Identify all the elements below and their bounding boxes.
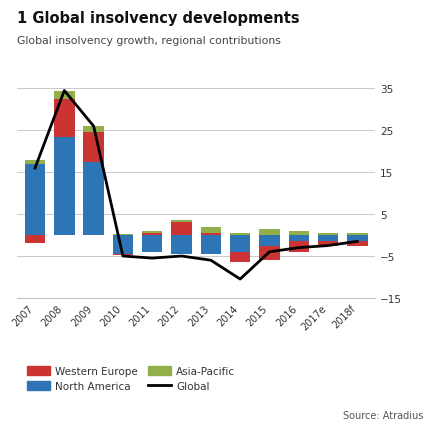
Bar	[318, 233, 338, 236]
Bar	[25, 236, 45, 244]
Bar	[54, 91, 75, 100]
Bar	[230, 236, 250, 252]
Bar	[318, 242, 338, 246]
Bar	[83, 133, 104, 162]
Legend: Western Europe, North America, Asia-Pacific, Global: Western Europe, North America, Asia-Paci…	[23, 362, 239, 395]
Bar	[289, 242, 309, 252]
Bar	[25, 164, 45, 236]
Bar	[230, 252, 250, 263]
Bar	[171, 221, 192, 223]
Bar	[201, 233, 221, 236]
Bar	[171, 236, 192, 254]
Bar	[54, 100, 75, 137]
Bar	[289, 231, 309, 236]
Bar	[259, 229, 280, 236]
Bar	[142, 233, 163, 236]
Text: 1 Global insolvency developments: 1 Global insolvency developments	[17, 11, 300, 26]
Bar	[112, 236, 133, 254]
Bar	[230, 233, 250, 236]
Bar	[347, 236, 368, 242]
Bar	[347, 242, 368, 246]
Bar	[54, 137, 75, 236]
Bar	[83, 162, 104, 236]
Bar	[201, 227, 221, 233]
Text: Global insolvency growth, regional contributions: Global insolvency growth, regional contr…	[17, 36, 281, 46]
Bar	[171, 223, 192, 236]
Bar	[259, 246, 280, 261]
Bar	[83, 127, 104, 133]
Bar	[25, 160, 45, 164]
Bar	[142, 231, 163, 233]
Bar	[142, 236, 163, 252]
Bar	[347, 233, 368, 236]
Bar	[259, 236, 280, 246]
Text: Source: Atradius: Source: Atradius	[343, 410, 423, 420]
Bar	[112, 234, 133, 236]
Bar	[112, 254, 133, 256]
Bar	[289, 236, 309, 242]
Bar	[318, 236, 338, 242]
Bar	[201, 236, 221, 254]
